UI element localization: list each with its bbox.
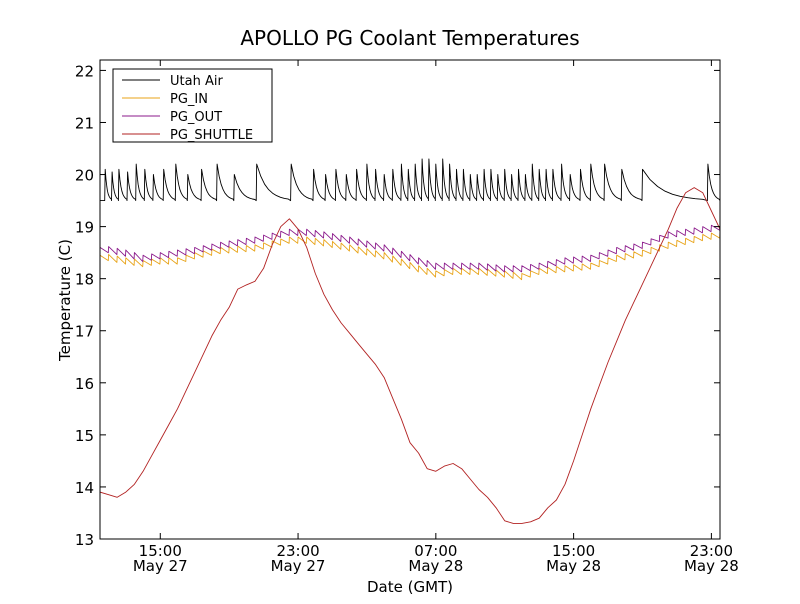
x-tick-date-label: May 27: [271, 557, 326, 575]
y-tick-label: 21: [75, 114, 94, 132]
legend-label: PG_SHUTTLE: [170, 128, 253, 143]
y-tick-label: 22: [75, 62, 94, 80]
legend-label: Utah Air: [170, 74, 223, 89]
x-tick-time-label: 23:00: [690, 542, 733, 560]
plot-frame: [99, 59, 721, 540]
legend: Utah Air PG_IN PG_OUT PG_SHUTTLE: [112, 68, 273, 143]
y-tick-label: 20: [75, 167, 94, 185]
x-tick-time-label: 07:00: [414, 542, 457, 560]
y-tick-label: 13: [75, 531, 94, 549]
x-axis-label: Date (GMT): [367, 578, 453, 596]
y-axis: 13 14 15 16 17 18 19 20 21 22: [75, 62, 720, 549]
y-tick-label: 14: [75, 479, 94, 497]
x-tick-date-label: May 28: [684, 557, 739, 575]
series-line-pg-out: [100, 223, 720, 273]
x-tick-time-label: 15:00: [139, 542, 182, 560]
x-tick-date-label: May 28: [408, 557, 463, 575]
y-axis-label: Temperature (C): [56, 239, 74, 362]
series-line-utah-air: [100, 158, 720, 202]
legend-label: PG_IN: [170, 92, 208, 107]
y-tick-label: 19: [75, 219, 94, 237]
y-tick-label: 18: [75, 271, 94, 289]
y-tick-label: 17: [75, 323, 94, 341]
x-tick-date-label: May 27: [133, 557, 188, 575]
y-tick-label: 15: [75, 427, 94, 445]
plot-area: [100, 158, 720, 524]
legend-label: PG_OUT: [170, 110, 222, 125]
series-line-pg-shuttle: [100, 187, 720, 524]
x-tick-time-label: 15:00: [552, 542, 595, 560]
x-tick-date-label: May 28: [546, 557, 601, 575]
y-tick-label: 16: [75, 375, 94, 393]
series-layer: [100, 158, 720, 524]
legend-box: [112, 68, 273, 143]
x-tick-time-label: 23:00: [276, 542, 319, 560]
chart-title: APOLLO PG Coolant Temperatures: [240, 26, 579, 50]
